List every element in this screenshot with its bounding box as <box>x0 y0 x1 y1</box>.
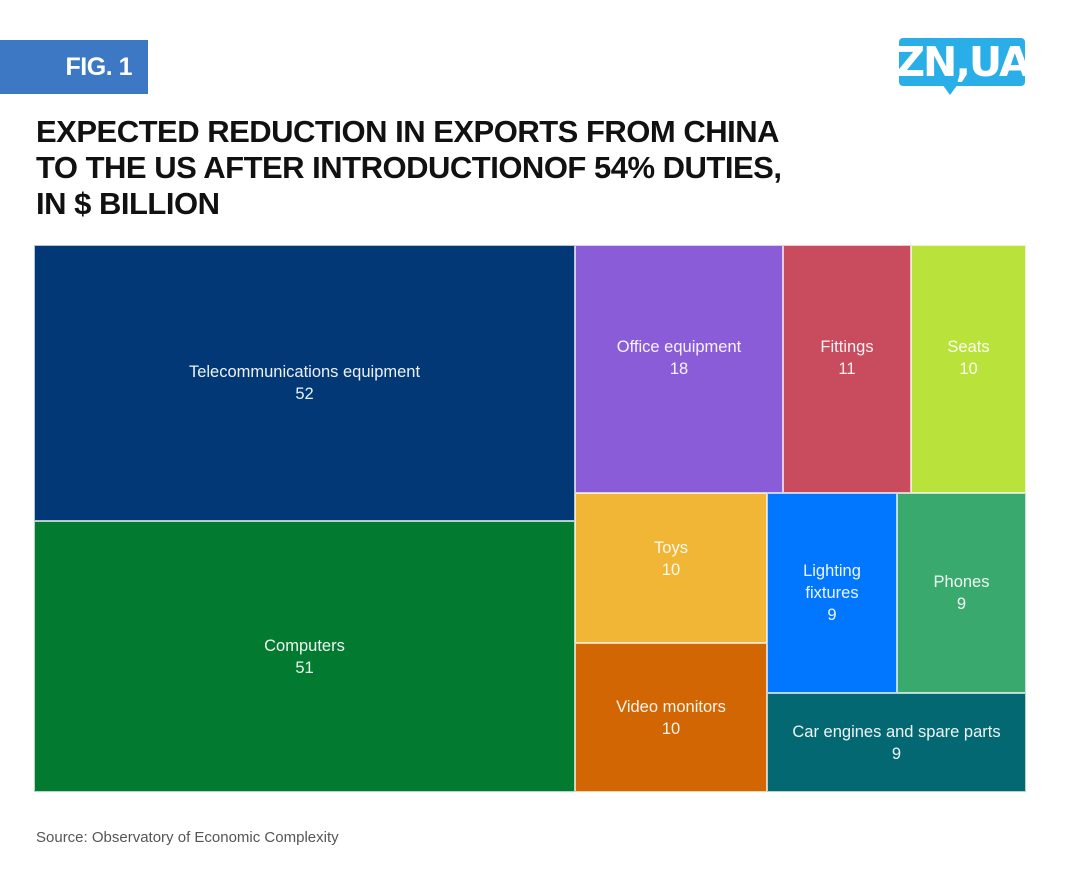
tile-phones: Phones 9 <box>897 493 1026 693</box>
chart-title-line-2: TO THE US AFTER INTRODUCTIONOF 54% DUTIE… <box>36 150 782 185</box>
logo-speech-tail-icon <box>942 84 958 95</box>
figure-number-badge: FIG. 1 <box>0 40 148 94</box>
zn-ua-logo: ZN,UA <box>895 38 1031 86</box>
tile-value: 51 <box>295 658 314 677</box>
tile-video-monitors: Video monitors 10 <box>575 643 767 792</box>
tile-fittings: Fittings 11 <box>783 245 911 493</box>
chart-title-line-3: IN $ BILLION <box>36 186 220 221</box>
tile-lighting-fixtures: Lighting fixtures 9 <box>767 493 897 693</box>
tile-label: Phones <box>933 573 990 591</box>
tile-value: 11 <box>838 360 856 378</box>
tile-label: Telecommunications equipment <box>188 363 421 381</box>
tile-label: Fittings <box>820 338 874 356</box>
source-note: Source: Observatory of Economic Complexi… <box>36 829 339 846</box>
tile-office-equipment: Office equipment 18 <box>575 245 783 493</box>
tile-value: 52 <box>295 385 314 403</box>
tile-seats: Seats 10 <box>911 245 1026 493</box>
tile-label: Toys <box>654 539 688 557</box>
tile-label: Office equipment <box>616 338 742 356</box>
chart-title-line-1: EXPECTED REDUCTION IN EXPORTS FROM CHINA <box>36 114 780 149</box>
tile-value: 9 <box>891 744 902 763</box>
logo-text: ZN,UA <box>895 38 1030 86</box>
tile-value: 10 <box>959 360 978 378</box>
tile-label: Computers <box>264 636 345 655</box>
tile-label: Car engines and spare parts <box>792 722 1001 741</box>
tile-label: Seats <box>947 338 990 356</box>
tile-label: Lighting fixtures <box>803 562 861 602</box>
tile-label: Video monitors <box>616 697 726 716</box>
tile-value: 9 <box>956 595 967 613</box>
tile-computers: Computers 51 <box>34 521 575 792</box>
tile-car-engines-and-spare-parts: Car engines and spare parts 9 <box>767 693 1026 792</box>
figure-number-label: FIG. 1 <box>65 52 133 81</box>
chart-title: EXPECTED REDUCTION IN EXPORTS FROM CHINA… <box>36 114 1036 222</box>
tile-value: 9 <box>827 606 837 624</box>
tile-value: 10 <box>661 561 681 579</box>
tile-value: 10 <box>661 719 681 738</box>
tile-value: 18 <box>669 360 689 378</box>
tile-telecommunications-equipment: Telecommunications equipment 52 <box>34 245 575 521</box>
tile-toys: Toys 10 <box>575 493 767 643</box>
